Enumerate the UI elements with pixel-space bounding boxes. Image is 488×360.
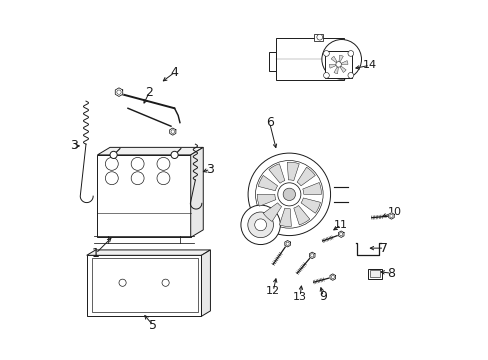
Polygon shape (115, 88, 122, 96)
Circle shape (254, 219, 266, 231)
Polygon shape (341, 60, 347, 64)
Text: 8: 8 (386, 267, 395, 280)
Circle shape (323, 72, 328, 78)
Polygon shape (340, 66, 346, 72)
Polygon shape (388, 213, 393, 219)
Bar (367, 269, 381, 279)
Text: 5: 5 (149, 319, 157, 332)
Circle shape (347, 50, 353, 56)
Polygon shape (263, 203, 281, 221)
Circle shape (241, 205, 280, 244)
Text: 10: 10 (387, 207, 401, 217)
Polygon shape (330, 56, 336, 63)
Bar (314, 34, 323, 41)
Polygon shape (287, 162, 299, 181)
Text: 13: 13 (292, 292, 306, 302)
Circle shape (110, 151, 117, 158)
Circle shape (283, 188, 295, 201)
Polygon shape (329, 274, 335, 280)
Circle shape (277, 183, 300, 206)
Polygon shape (338, 231, 343, 238)
Polygon shape (328, 64, 335, 68)
Polygon shape (268, 164, 285, 183)
Polygon shape (284, 240, 290, 247)
Polygon shape (257, 194, 275, 206)
Bar (369, 270, 379, 277)
Bar (268, 52, 276, 71)
Circle shape (131, 172, 144, 185)
Text: 11: 11 (334, 220, 347, 230)
Circle shape (105, 157, 118, 170)
Circle shape (247, 212, 273, 238)
Circle shape (157, 157, 169, 170)
Circle shape (321, 40, 361, 79)
Circle shape (119, 279, 126, 286)
Circle shape (105, 172, 118, 185)
Text: 12: 12 (265, 286, 280, 296)
Text: 7: 7 (380, 242, 387, 255)
Polygon shape (301, 198, 320, 213)
Circle shape (310, 254, 313, 257)
Circle shape (162, 279, 169, 286)
Circle shape (339, 233, 342, 236)
Circle shape (131, 157, 144, 170)
Polygon shape (302, 183, 321, 194)
Polygon shape (333, 67, 338, 74)
Bar (86, 255, 201, 316)
Text: 3: 3 (206, 163, 214, 176)
Text: 14: 14 (362, 60, 376, 70)
Text: 2: 2 (145, 86, 153, 99)
Polygon shape (201, 250, 210, 316)
Circle shape (157, 172, 169, 185)
Polygon shape (309, 252, 314, 258)
Polygon shape (190, 147, 203, 237)
Polygon shape (296, 167, 315, 186)
Circle shape (330, 275, 334, 279)
Circle shape (171, 130, 174, 134)
Circle shape (347, 72, 353, 78)
Circle shape (255, 161, 323, 228)
Text: 6: 6 (265, 116, 273, 129)
Circle shape (389, 214, 392, 217)
Circle shape (285, 242, 288, 245)
Text: 9: 9 (319, 290, 326, 303)
Circle shape (171, 151, 178, 158)
Text: 3: 3 (70, 139, 78, 152)
Bar (324, 51, 352, 78)
Polygon shape (97, 147, 203, 155)
Text: 1: 1 (92, 247, 100, 260)
Polygon shape (338, 55, 343, 62)
Bar (276, 39, 343, 80)
Polygon shape (279, 208, 291, 226)
Circle shape (316, 34, 322, 40)
Circle shape (247, 153, 330, 235)
Bar (92, 258, 198, 312)
Bar (97, 155, 190, 237)
Polygon shape (293, 206, 309, 225)
Polygon shape (258, 175, 277, 191)
Circle shape (335, 62, 341, 67)
Polygon shape (86, 250, 210, 255)
Circle shape (323, 50, 328, 56)
Text: 4: 4 (170, 66, 178, 79)
Circle shape (117, 90, 121, 94)
Polygon shape (169, 128, 176, 135)
